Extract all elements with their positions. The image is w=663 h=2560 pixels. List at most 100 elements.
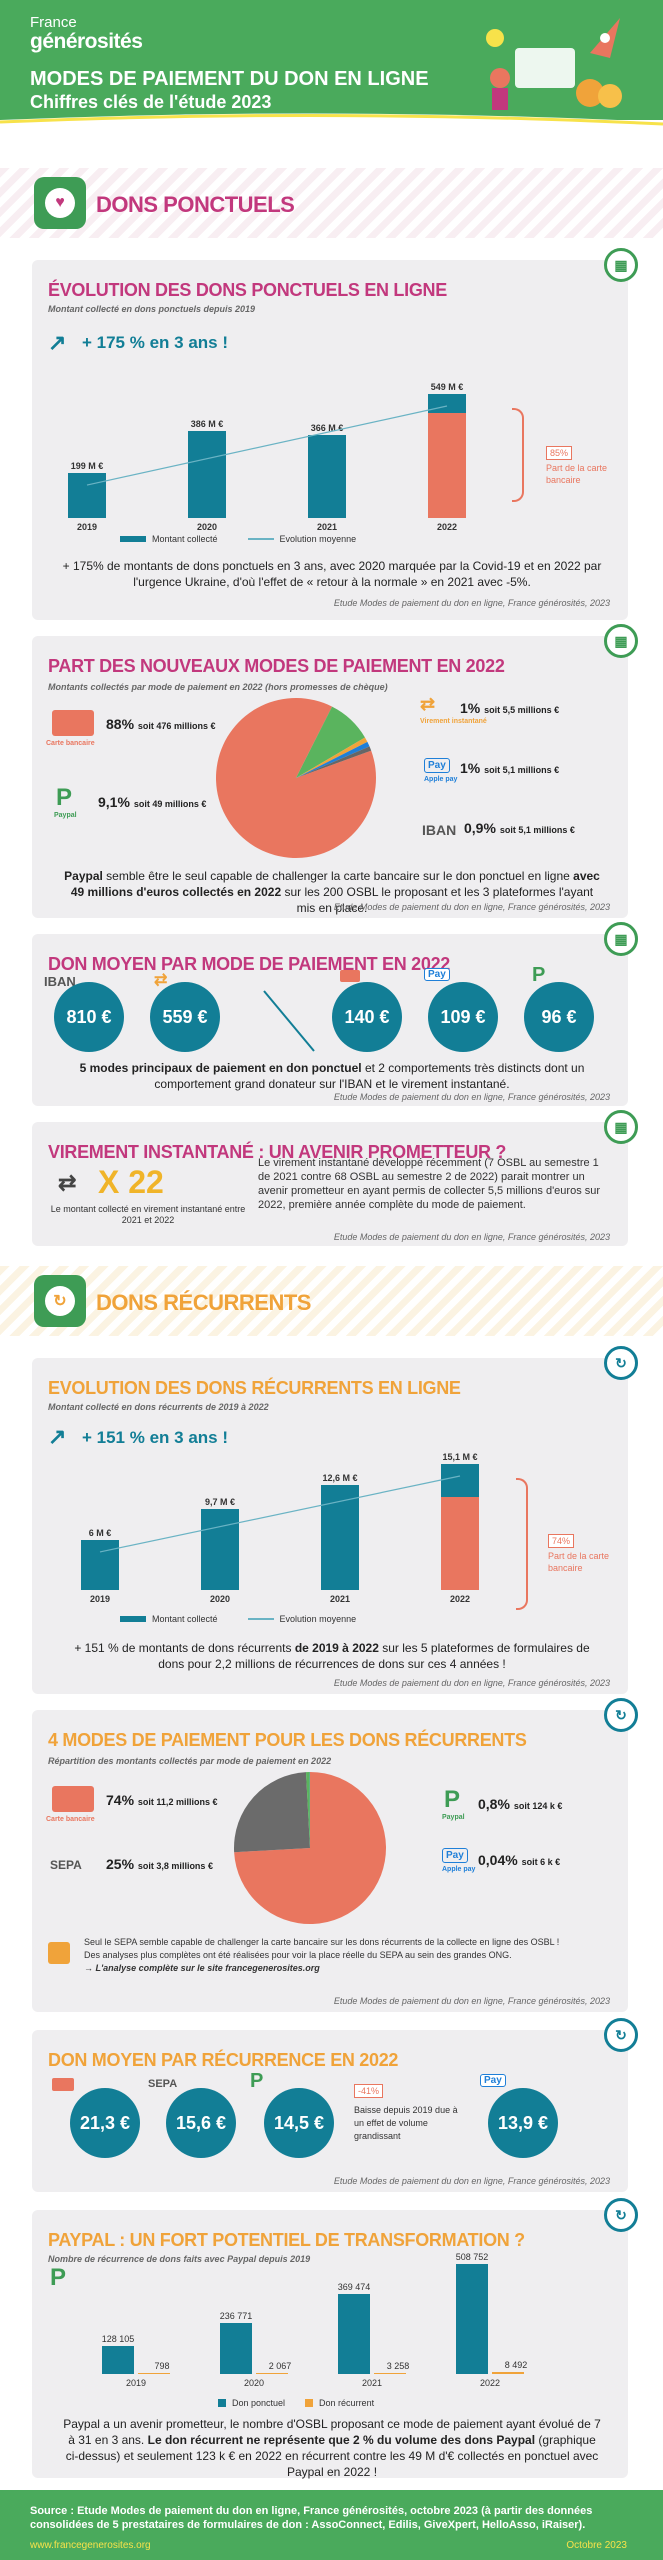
- paypal-drop-note: Baisse depuis 2019 due à un effet de vol…: [354, 2105, 458, 2141]
- evolution-moyenne-line: [99, 1475, 461, 1553]
- legend-recurrent-swatch: [305, 2399, 314, 2407]
- recurring-icon: ↻: [604, 2198, 638, 2232]
- bar-value-label: 9,7 M €: [204, 1497, 235, 1508]
- section-recurrents-banner: [0, 1266, 663, 1336]
- evolution-recurrents-body: + 151 % de montants de dons récurrents d…: [74, 1641, 590, 1671]
- footer-date: Octobre 2023: [566, 2540, 627, 2551]
- calendar-icon: ▦: [604, 624, 638, 658]
- evolution-moyenne-line: [86, 405, 448, 486]
- trend-line: [99, 1475, 461, 1553]
- avg-card: 21,3 €: [70, 2088, 140, 2158]
- legend-bar-label: Montant collecté: [152, 1614, 218, 1624]
- modes-recurrents-pie: [234, 1772, 386, 1924]
- don-moyen-ponctuel-body: 5 modes principaux de paiement en don po…: [79, 1061, 585, 1091]
- paypal-label: Paypal: [54, 812, 77, 819]
- instant-transfer-icon: ⇄: [420, 694, 436, 714]
- bar-value-label: 6 M €: [88, 1527, 112, 1538]
- logo-top: France: [30, 14, 77, 31]
- legend-line-swatch: [247, 1618, 274, 1620]
- evolution-recurrents-chart: 6 M € 2019 9,7 M € 2020 12,6 M € 2021 15,1 M €…: [32, 1358, 628, 1694]
- avg-card: 140 €: [332, 982, 402, 1052]
- bar-2020: [201, 1509, 239, 1590]
- evolution-ponctuels-subtitle: Montant collecté en dons ponctuels depui…: [48, 304, 256, 314]
- card-evolution-ponctuels: ▦ ÉVOLUTION DES DONS PONCTUELS EN LIGNE …: [32, 248, 638, 620]
- paypal-icon: P: [250, 2070, 264, 2092]
- mode-iban-pct: 0,9% soit 5,1 millions €: [464, 820, 575, 836]
- legend-bar-swatch: [120, 1616, 146, 1622]
- evolution-ponctuels-title: ÉVOLUTION DES DONS PONCTUELS EN LIGNE: [48, 280, 447, 300]
- avg-virement: 559 €: [150, 982, 220, 1052]
- bar-Don ponctuel-2020: [220, 2322, 252, 2374]
- bar-Don récurrent-2020: [256, 2372, 288, 2374]
- virement-body: Le virement instantané développé récemme…: [258, 1157, 601, 1211]
- bar-value-label: 549 M €: [430, 382, 464, 392]
- legend-ponctuel-label: Don ponctuel: [232, 2398, 286, 2408]
- paypal-icon: P: [50, 2264, 67, 2291]
- bar-value-label: 3 258: [386, 2360, 410, 2371]
- bar-value-label: 8 492: [504, 2360, 528, 2371]
- bar-value-label: 508 752: [455, 2252, 489, 2262]
- page-footer: Source : Etude Modes de paiement du don …: [0, 2490, 663, 2560]
- card-don-moyen-recurrence: ↻ DON MOYEN PAR RÉCURRENCE EN 2022 21,3 …: [32, 2018, 638, 2192]
- avg-iban: 810 €: [54, 982, 124, 1052]
- page-title: MODES DE PAIEMENT DU DON EN LIGNE: [30, 68, 429, 90]
- mode-virement-pct: 1% soit 5,5 millions €: [460, 700, 560, 716]
- card-share-brace: [516, 1478, 528, 1610]
- instant-transfer-icon: ⇄: [154, 972, 168, 989]
- legend-line-label: Evolution moyenne: [279, 1614, 357, 1624]
- don-moyen-ponctuel-title: DON MOYEN PAR MODE DE PAIEMENT EN 2022: [48, 954, 451, 974]
- pie-slice-3: [296, 741, 370, 778]
- footer-website-link[interactable]: www.francegenerosites.org: [30, 2540, 151, 2551]
- legend-paypal: Don ponctuel Don récurrent: [218, 2398, 374, 2408]
- legend-bar-swatch: [120, 536, 146, 542]
- card-share-recurrents-pct: 74%: [548, 1534, 575, 1548]
- modes-ponctuels-subtitle: Montants collectés par mode de paiement …: [48, 682, 388, 692]
- header-wave-divider: [0, 113, 663, 132]
- page-header: France générosités MODES DE PAIEMENT DU …: [0, 0, 663, 120]
- bar-value-label: 15,1 M €: [442, 1452, 478, 1462]
- credit-card-icon: [52, 710, 94, 736]
- bar-value-label: 2 067: [268, 2360, 292, 2371]
- iban-label: IBAN: [44, 974, 76, 989]
- paypal-chart: 128 105 798 2019 236 771 2 067 2020 369 474 3 2…: [32, 2210, 628, 2478]
- avg-applepay: 109 €: [428, 982, 498, 1052]
- modes-recurrents-subtitle: Répartition des montants collectés par m…: [48, 1756, 332, 1766]
- card-label: Carte bancaire: [46, 1816, 95, 1823]
- bank-transfer-icon: ⇄: [58, 1170, 77, 1195]
- bar-value-label: 366 M €: [310, 423, 344, 434]
- bar-value-label: 369 474: [337, 2282, 371, 2293]
- virement-caption: Le montant collecté en virement instanta…: [50, 1204, 246, 1225]
- card-share-label-1: Part de la carte: [546, 463, 608, 473]
- x-tick-label: 2019: [76, 522, 98, 532]
- pie-slice-1: [234, 1772, 310, 1853]
- bar-value-label: 12,6 M €: [322, 1472, 358, 1483]
- evolution-recurrents-subtitle: Montant collecté en dons récurrents de 2…: [48, 1402, 269, 1412]
- x-tick-label: 2020: [196, 522, 218, 532]
- card-share-ponctuels-pct: 85%: [546, 446, 573, 460]
- modes-ponctuels-body: Paypal semble être le seul capable de ch…: [64, 869, 600, 915]
- pie-slice-4: [296, 746, 372, 778]
- card-share-label-1: Part de la carte: [548, 1551, 610, 1561]
- x-tick-label: 2022: [479, 2378, 501, 2388]
- pie-slice-2: [305, 1772, 310, 1848]
- paypal-icon: P: [56, 784, 73, 811]
- x-tick-label: 2021: [316, 522, 338, 532]
- avg-sepa: 15,6 €: [166, 2088, 236, 2158]
- card-modes-ponctuels: ▦ PART DES NOUVEAUX MODES DE PAIEMENT EN…: [32, 624, 638, 918]
- bar-Don récurrent-2019: [138, 2372, 170, 2374]
- apple-pay-icon: Pay: [442, 1848, 468, 1863]
- bar-2019: [68, 473, 106, 518]
- bar-Don ponctuel-2019: [102, 2346, 134, 2374]
- x-tick-label: 2020: [209, 1594, 231, 1604]
- bar-value-label: 798: [154, 2360, 170, 2371]
- growth-arrow-icon: ↗: [48, 330, 67, 355]
- card-paypal: ↻ PAYPAL : UN FORT POTENTIEL DE TRANSFOR…: [32, 2198, 638, 2479]
- paypal-subtitle: Nombre de récurrence de dons faits avec …: [48, 2254, 311, 2264]
- bar-value-label: 236 771: [219, 2310, 253, 2321]
- card-virement: ▦ VIREMENT INSTANTANÉ : UN AVENIR PROMET…: [32, 1110, 638, 1246]
- paypal-label: Paypal: [442, 1814, 465, 1821]
- modes-ponctuels-pie: [216, 698, 376, 858]
- card-share-brace: [512, 408, 524, 502]
- growth-arrow-icon: ↗: [48, 1424, 67, 1449]
- pie-slice-2: [296, 737, 368, 778]
